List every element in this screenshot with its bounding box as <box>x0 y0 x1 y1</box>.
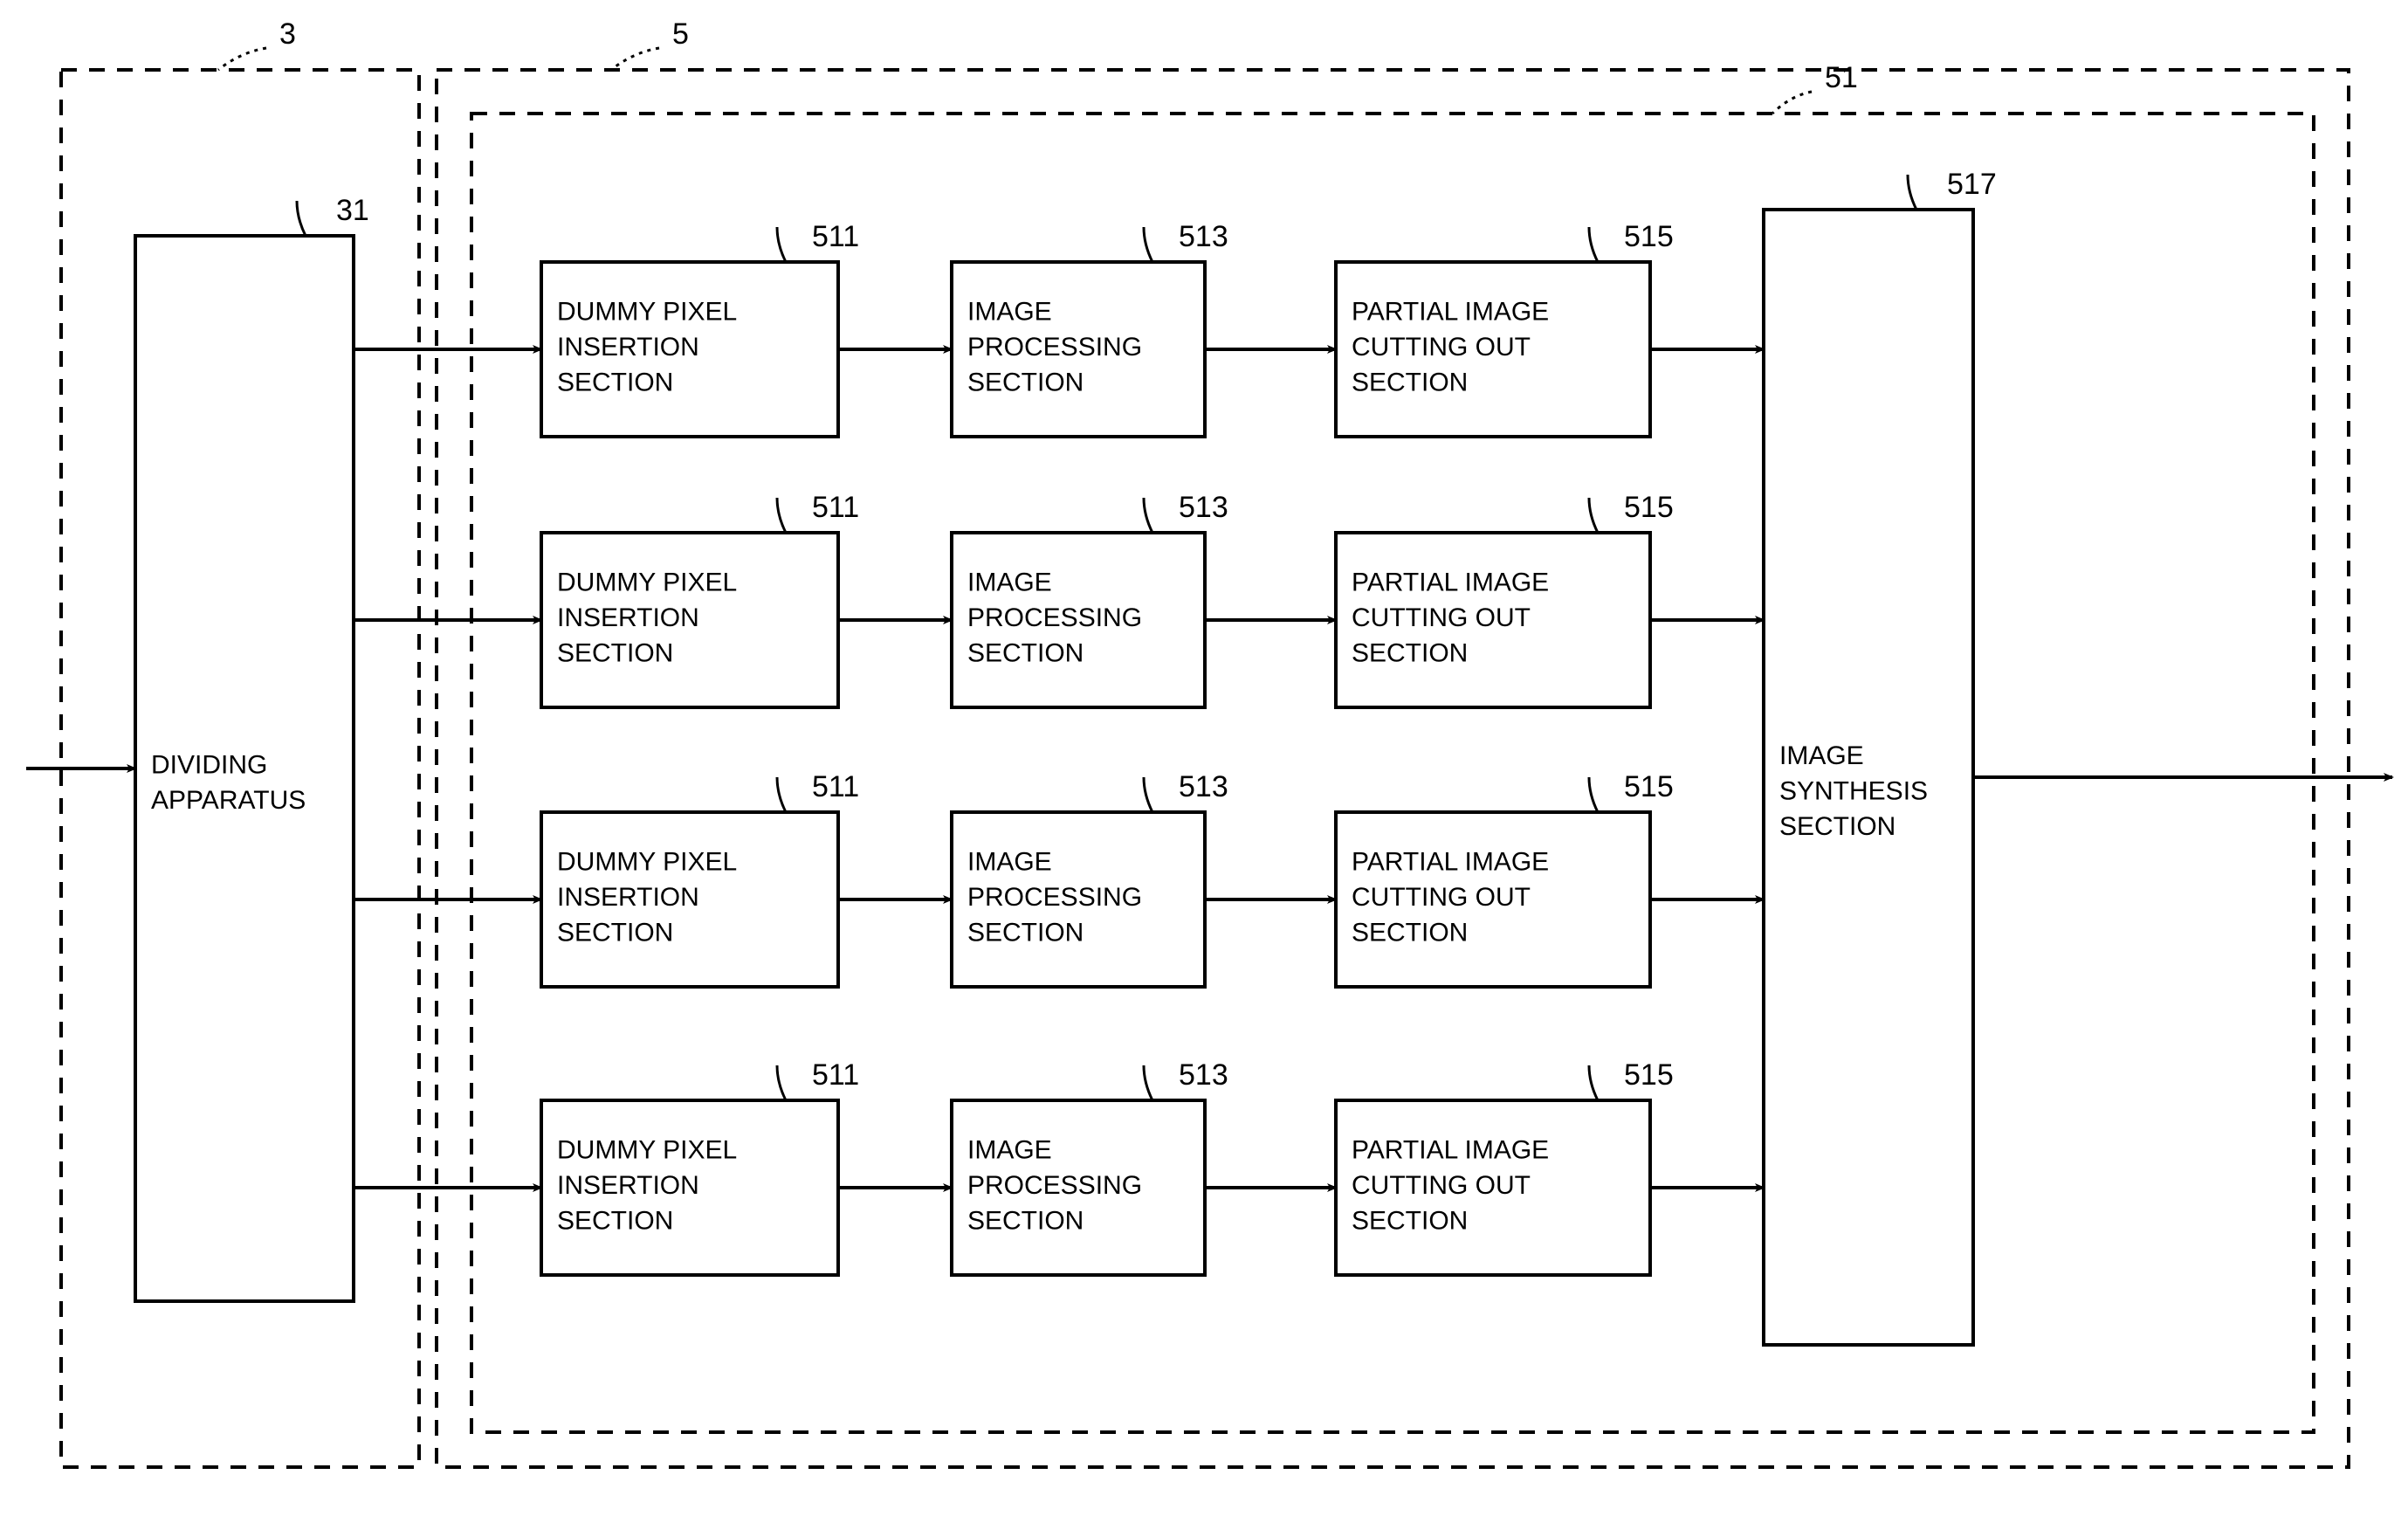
ref-515-1: 515 <box>1624 491 1674 524</box>
dummy-pixel-block-2-label-0: DUMMY PIXEL <box>557 847 737 876</box>
ref-3: 3 <box>279 17 296 51</box>
image-processing-block-0-label-2: SECTION <box>967 368 1084 396</box>
image-processing-block-0-label-1: PROCESSING <box>967 333 1142 362</box>
leader-513-2 <box>1144 777 1152 812</box>
ref-515-0: 515 <box>1624 220 1674 253</box>
partial-cutout-block-0-label-1: CUTTING OUT <box>1352 333 1531 362</box>
leader-513-0 <box>1144 227 1152 262</box>
leader-5 <box>611 48 659 70</box>
leader-31 <box>297 201 306 236</box>
partial-cutout-block-3-label-1: CUTTING OUT <box>1352 1171 1531 1200</box>
leader-511-1 <box>777 498 786 533</box>
partial-cutout-block-0-label-2: SECTION <box>1352 368 1468 396</box>
ref-515-2: 515 <box>1624 770 1674 803</box>
dummy-pixel-block-2-label-2: SECTION <box>557 918 673 947</box>
image-processing-block-2-label-1: PROCESSING <box>967 883 1142 912</box>
ref-513-1: 513 <box>1179 491 1228 524</box>
partial-cutout-block-2-label-2: SECTION <box>1352 918 1468 947</box>
image-processing-block-3-label-2: SECTION <box>967 1206 1084 1235</box>
image-synthesis-block-label-0: IMAGE <box>1779 741 1864 770</box>
dummy-pixel-block-0-label-1: INSERTION <box>557 333 699 362</box>
leader-517 <box>1908 175 1916 210</box>
ref-51: 51 <box>1825 61 1858 94</box>
partial-cutout-block-2-label-1: CUTTING OUT <box>1352 883 1531 912</box>
partial-cutout-block-1-label-0: PARTIAL IMAGE <box>1352 568 1549 596</box>
dummy-pixel-block-1-label-1: INSERTION <box>557 603 699 632</box>
dummy-pixel-block-1-label-2: SECTION <box>557 638 673 667</box>
leader-515-1 <box>1589 498 1598 533</box>
dividing-apparatus-block-label-1: APPARATUS <box>151 786 306 815</box>
leader-513-3 <box>1144 1065 1152 1100</box>
dummy-pixel-block-1-label-0: DUMMY PIXEL <box>557 568 737 596</box>
leader-515-3 <box>1589 1065 1598 1100</box>
image-processing-block-2-label-2: SECTION <box>967 918 1084 947</box>
dummy-pixel-block-3-label-1: INSERTION <box>557 1171 699 1200</box>
image-processing-block-1-label-2: SECTION <box>967 638 1084 667</box>
dummy-pixel-block-0-label-0: DUMMY PIXEL <box>557 297 737 326</box>
ref-511-2: 511 <box>812 770 859 803</box>
image-processing-block-2-label-0: IMAGE <box>967 847 1052 876</box>
partial-cutout-block-1-label-1: CUTTING OUT <box>1352 603 1531 632</box>
dummy-pixel-block-0-label-2: SECTION <box>557 368 673 396</box>
image-processing-block-1-label-1: PROCESSING <box>967 603 1142 632</box>
ref-511-1: 511 <box>812 491 859 524</box>
image-synthesis-block-label-1: SYNTHESIS <box>1779 777 1928 806</box>
leader-511-0 <box>777 227 786 262</box>
ref-31: 31 <box>336 194 369 227</box>
image-synthesis-block-label-2: SECTION <box>1779 812 1895 841</box>
partial-cutout-block-1-label-2: SECTION <box>1352 638 1468 667</box>
image-processing-block-1-label-0: IMAGE <box>967 568 1052 596</box>
ref-515-3: 515 <box>1624 1058 1674 1092</box>
ref-5: 5 <box>672 17 689 51</box>
leader-51 <box>1772 92 1812 114</box>
leader-511-3 <box>777 1065 786 1100</box>
image-processing-block-0-label-0: IMAGE <box>967 297 1052 326</box>
partial-cutout-block-3-label-2: SECTION <box>1352 1206 1468 1235</box>
ref-511-3: 511 <box>812 1058 859 1092</box>
ref-513-2: 513 <box>1179 770 1228 803</box>
partial-cutout-block-0-label-0: PARTIAL IMAGE <box>1352 297 1549 326</box>
leader-3 <box>218 48 266 70</box>
dividing-apparatus-block-label-0: DIVIDING <box>151 750 267 779</box>
partial-cutout-block-2-label-0: PARTIAL IMAGE <box>1352 847 1549 876</box>
image-processing-block-3-label-0: IMAGE <box>967 1135 1052 1164</box>
ref-517: 517 <box>1947 168 1997 201</box>
dummy-pixel-block-3-label-0: DUMMY PIXEL <box>557 1135 737 1164</box>
ref-511-0: 511 <box>812 220 859 253</box>
leader-515-0 <box>1589 227 1598 262</box>
partial-cutout-block-3-label-0: PARTIAL IMAGE <box>1352 1135 1549 1164</box>
image-processing-block-3-label-1: PROCESSING <box>967 1171 1142 1200</box>
dummy-pixel-block-2-label-1: INSERTION <box>557 883 699 912</box>
dummy-pixel-block-3-label-2: SECTION <box>557 1206 673 1235</box>
leader-513-1 <box>1144 498 1152 533</box>
ref-513-3: 513 <box>1179 1058 1228 1092</box>
leader-511-2 <box>777 777 786 812</box>
leader-515-2 <box>1589 777 1598 812</box>
ref-513-0: 513 <box>1179 220 1228 253</box>
